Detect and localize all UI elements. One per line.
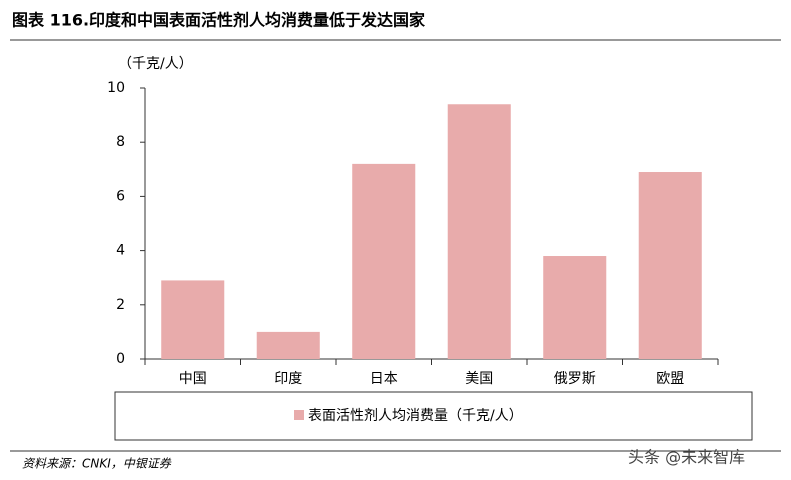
legend-swatch xyxy=(294,410,304,420)
x-tick-label: 美国 xyxy=(465,371,493,387)
watermark: 头条 @未来智库 xyxy=(628,448,745,467)
bar xyxy=(256,331,320,359)
x-tick-label: 印度 xyxy=(274,371,302,387)
x-tick-label: 欧盟 xyxy=(656,371,684,387)
y-tick-label: 4 xyxy=(116,243,125,259)
y-tick-label: 0 xyxy=(116,351,125,367)
source: 资料来源：CNKI，中银证券 xyxy=(22,457,172,471)
bar xyxy=(447,104,511,359)
legend-label: 表面活性剂人均消费量（千克/人） xyxy=(308,408,523,424)
x-tick-label: 日本 xyxy=(370,371,398,387)
y-tick-label: 8 xyxy=(116,134,125,150)
bar xyxy=(638,172,702,359)
x-tick-label: 中国 xyxy=(179,371,207,387)
legend-box xyxy=(114,391,753,441)
y-tick-label: 10 xyxy=(107,80,125,96)
bar xyxy=(161,280,225,359)
bar xyxy=(352,163,416,359)
y-tick-label: 2 xyxy=(116,297,125,313)
y-axis-label: （千克/人） xyxy=(118,56,193,72)
x-tick-label: 俄罗斯 xyxy=(554,371,596,387)
bar xyxy=(543,256,607,359)
y-tick-label: 6 xyxy=(116,188,125,204)
chart-title: 图表 116.印度和中国表面活性剂人均消费量低于发达国家 xyxy=(12,11,426,30)
